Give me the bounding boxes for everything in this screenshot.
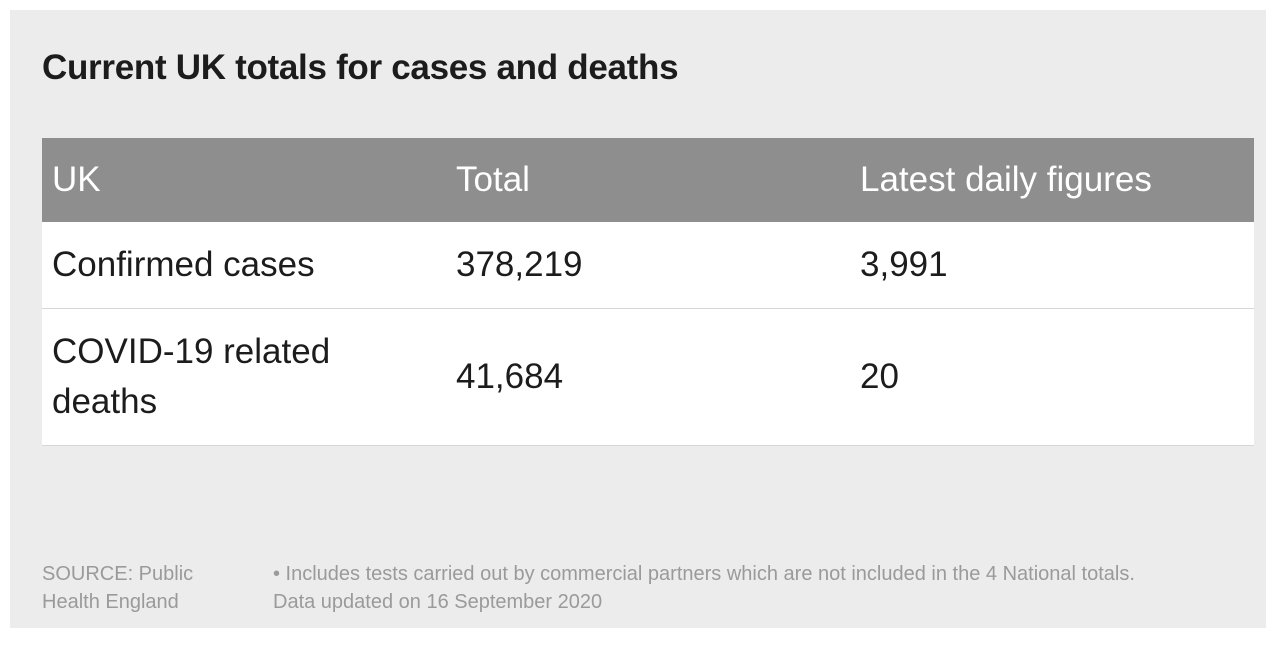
table-body: Confirmed cases 378,219 3,991 COVID-19 r… bbox=[42, 222, 1254, 446]
header-cell-uk: UK bbox=[42, 138, 446, 222]
table-row-confirmed-cases: Confirmed cases 378,219 3,991 bbox=[42, 222, 1254, 309]
row-label: COVID-19 related deaths bbox=[42, 308, 446, 446]
chart-panel: Current UK totals for cases and deaths U… bbox=[10, 10, 1266, 628]
header-row: UK Total Latest daily figures bbox=[42, 138, 1254, 222]
data-table: UK Total Latest daily figures Confirmed … bbox=[42, 138, 1254, 446]
row-latest: 3,991 bbox=[850, 222, 1254, 309]
header-cell-latest: Latest daily figures bbox=[850, 138, 1254, 222]
table-row-deaths: COVID-19 related deaths 41,684 20 bbox=[42, 308, 1254, 446]
data-table-wrapper: UK Total Latest daily figures Confirmed … bbox=[42, 138, 1254, 446]
row-label: Confirmed cases bbox=[42, 222, 446, 309]
row-total: 41,684 bbox=[446, 308, 850, 446]
footnote-commercial-partners: • Includes tests carried out by commerci… bbox=[273, 563, 1135, 585]
row-latest: 20 bbox=[850, 308, 1254, 446]
table-header: UK Total Latest daily figures bbox=[42, 138, 1254, 222]
source-credit: SOURCE: Public Health England bbox=[42, 563, 194, 613]
footnote-data-updated: Data updated on 16 September 2020 bbox=[273, 591, 603, 613]
chart-title: Current UK totals for cases and deaths bbox=[42, 48, 679, 87]
header-cell-total: Total bbox=[446, 138, 850, 222]
row-total: 378,219 bbox=[446, 222, 850, 309]
footnotes: • Includes tests carried out by commerci… bbox=[273, 560, 1263, 616]
